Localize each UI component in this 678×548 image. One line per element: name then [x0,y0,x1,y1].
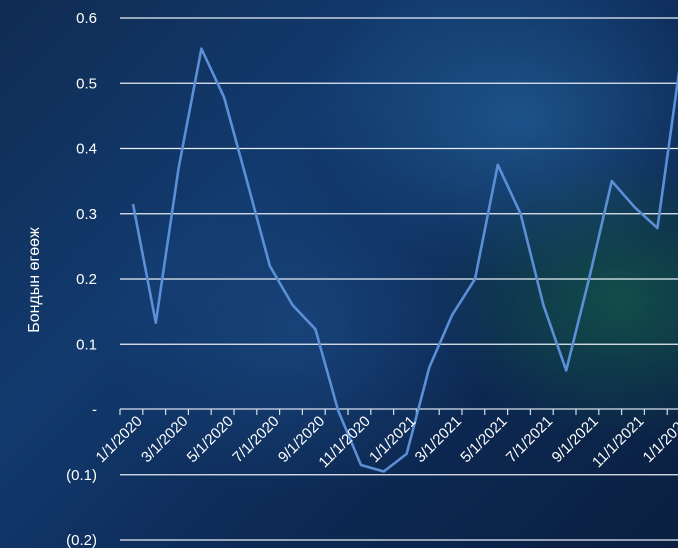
x-tick-label: 3/1/2020 [138,413,191,466]
x-axis [119,408,678,415]
y-tick-label: 0.3 [76,206,97,223]
x-tick-label: 7/1/2020 [229,413,282,466]
x-tick-label: 5/1/2020 [184,413,237,466]
x-tick-label: 1/1/2022 [640,413,678,466]
x-tick-label: 3/1/2021 [412,413,465,466]
x-tick-label: 5/1/2021 [457,413,510,466]
y-tick-label: 0.5 [76,75,97,92]
y-tick-label: (0.1) [66,467,97,484]
series-line [131,47,678,473]
y-tick-label: (0.2) [66,532,97,548]
gridlines [120,17,678,541]
y-tick-label: 0.6 [76,10,97,27]
y-axis-tick-labels: (0.2) (0.1) - 0.1 0.2 0.3 0.4 0.5 0.6 [66,10,97,548]
y-axis-label: Бондын өгөөж [26,227,43,333]
y-tick-label: 0.1 [76,336,97,353]
series-group [131,47,678,473]
x-axis-tick-labels: 1/1/20203/1/20205/1/20207/1/20209/1/2020… [93,413,678,471]
x-tick-label: 1/1/2020 [93,413,146,466]
x-tick-label: 7/1/2021 [503,413,556,466]
y-tick-label: - [92,402,97,419]
y-tick-label: 0.4 [76,141,97,158]
y-tick-label: 0.2 [76,271,97,288]
